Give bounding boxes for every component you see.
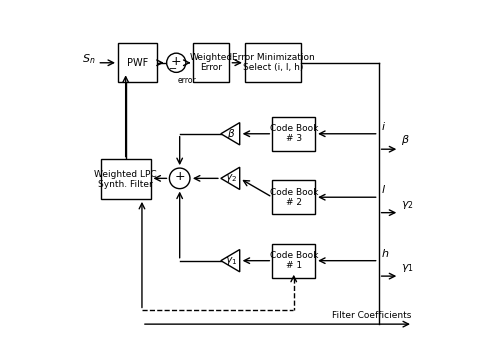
Text: $\beta$: $\beta$	[227, 127, 235, 141]
FancyBboxPatch shape	[272, 244, 315, 278]
Text: Code Book
# 1: Code Book # 1	[270, 251, 318, 270]
Text: $i$: $i$	[380, 120, 386, 132]
Text: Filter Coefficients: Filter Coefficients	[332, 311, 411, 320]
Text: $\gamma_1$: $\gamma_1$	[401, 262, 413, 274]
Polygon shape	[221, 123, 240, 145]
FancyBboxPatch shape	[272, 117, 315, 151]
Polygon shape	[221, 250, 240, 272]
FancyBboxPatch shape	[272, 180, 315, 214]
FancyBboxPatch shape	[101, 159, 150, 199]
Text: +: +	[174, 170, 185, 183]
Text: Error Minimization
Select (i, l, h): Error Minimization Select (i, l, h)	[232, 53, 314, 72]
FancyBboxPatch shape	[118, 43, 158, 82]
Text: $\gamma_2$: $\gamma_2$	[225, 173, 237, 184]
Text: $S_n$: $S_n$	[82, 52, 96, 66]
Text: Weighted LPC
Synth. Filter: Weighted LPC Synth. Filter	[94, 169, 157, 189]
Text: $\gamma_1$: $\gamma_1$	[225, 255, 237, 267]
Text: error: error	[178, 76, 197, 85]
Text: +: +	[171, 55, 181, 68]
FancyBboxPatch shape	[194, 43, 230, 82]
Circle shape	[166, 53, 186, 72]
Text: $l$: $l$	[380, 183, 386, 195]
Text: PWF: PWF	[127, 58, 148, 68]
FancyBboxPatch shape	[245, 43, 302, 82]
Text: $\gamma_2$: $\gamma_2$	[401, 199, 413, 211]
Polygon shape	[221, 167, 240, 189]
Text: Weighted
Error: Weighted Error	[190, 53, 233, 72]
Circle shape	[170, 168, 190, 189]
Text: −: −	[169, 64, 177, 74]
Text: $h$: $h$	[380, 247, 389, 259]
Text: Code Book
# 3: Code Book # 3	[270, 124, 318, 143]
Text: $\beta$: $\beta$	[401, 133, 409, 147]
Text: Code Book
# 2: Code Book # 2	[270, 188, 318, 207]
